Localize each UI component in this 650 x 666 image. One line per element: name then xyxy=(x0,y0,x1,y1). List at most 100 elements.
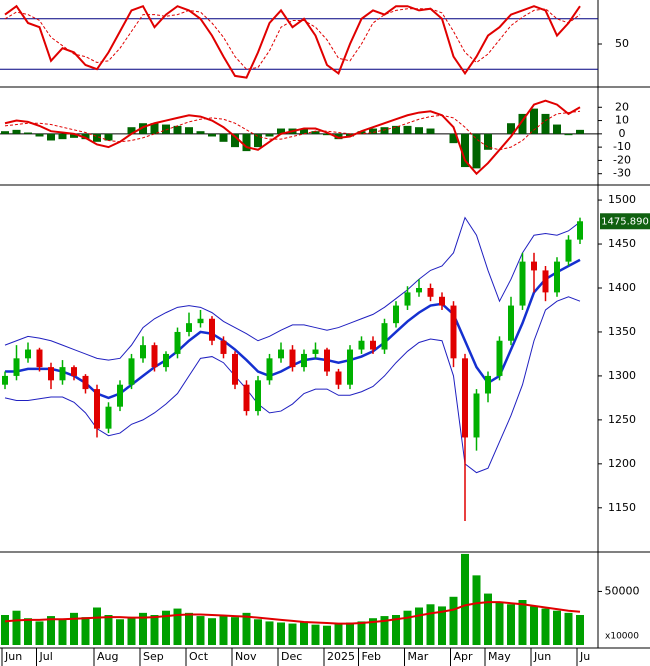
volume-bar xyxy=(47,616,55,645)
candle-body xyxy=(197,318,204,324)
macd-bar xyxy=(576,129,584,134)
candle-body xyxy=(347,349,353,385)
macd-bar xyxy=(104,133,113,141)
candle-body xyxy=(2,375,8,385)
macd-bar xyxy=(357,131,366,134)
macd-bar xyxy=(81,133,90,140)
volume-bar xyxy=(484,593,492,645)
macd-bar xyxy=(530,108,538,134)
x-tick-label: May xyxy=(488,650,511,663)
candle-body xyxy=(174,331,181,354)
y-tick-label: 1450 xyxy=(608,237,636,250)
y-tick-label: 50 xyxy=(615,37,629,50)
volume-bar xyxy=(564,612,573,645)
volume-bar xyxy=(173,608,182,645)
candle-body xyxy=(278,349,284,359)
volume-bar xyxy=(553,610,561,645)
volume-bar xyxy=(35,621,44,645)
x-tick-label: Nov xyxy=(235,650,257,663)
x-tick-label: Mar xyxy=(408,650,429,663)
macd-bar xyxy=(173,125,182,134)
volume-bar xyxy=(288,623,297,645)
macd-bar xyxy=(553,124,561,134)
volume-bar xyxy=(93,607,101,645)
volume-bar xyxy=(495,602,504,645)
volume-bar xyxy=(472,575,481,645)
volume-bar xyxy=(369,618,377,645)
x-tick-label: 2025 xyxy=(327,650,355,663)
macd-bar xyxy=(150,123,159,134)
volume-bar xyxy=(104,615,113,645)
y-tick-label: 1300 xyxy=(608,369,636,382)
y-tick-label: -30 xyxy=(613,167,631,180)
volume-bar xyxy=(277,622,285,645)
volume-bar xyxy=(518,600,527,645)
volume-bar xyxy=(81,617,90,645)
macd-line xyxy=(4,110,581,151)
candle-body xyxy=(163,353,169,368)
x-tick-label: Jun xyxy=(533,650,551,663)
volume-bar xyxy=(162,610,170,645)
x-tick-label: Oct xyxy=(189,650,209,663)
volume-bar xyxy=(300,621,308,645)
candle-body xyxy=(289,349,296,368)
macd-bar xyxy=(254,133,262,148)
candle-body xyxy=(105,406,112,429)
macd-bar xyxy=(484,133,492,150)
candle-body xyxy=(220,340,227,354)
macd-bar xyxy=(472,133,481,169)
stoch-line xyxy=(4,4,581,79)
volume-bar xyxy=(12,610,21,645)
macd-bar xyxy=(369,128,377,134)
macd-bar xyxy=(196,131,205,134)
volume-bar xyxy=(415,607,423,645)
y-tick-label: 10 xyxy=(615,114,629,127)
candle-body xyxy=(36,349,43,368)
volume-bar xyxy=(461,553,469,645)
volume-bar xyxy=(139,612,147,645)
y-tick-label: 1400 xyxy=(608,281,636,294)
candle-body xyxy=(94,389,100,429)
volume-bar xyxy=(70,612,78,645)
x-tick-label: Jun xyxy=(4,650,22,663)
candle-body xyxy=(232,353,238,385)
volume-bar xyxy=(242,612,251,645)
macd-bar xyxy=(518,113,527,134)
x-tick-label: Aug xyxy=(97,650,118,663)
y-tick-label: 20 xyxy=(615,100,629,113)
macd-bar xyxy=(231,133,239,148)
macd-line xyxy=(4,99,581,176)
volume-bar xyxy=(196,616,205,645)
macd-bar xyxy=(12,129,21,134)
macd-bar xyxy=(300,128,308,134)
candle-body xyxy=(542,270,549,293)
candle-body xyxy=(427,287,434,297)
volume-bar xyxy=(346,622,354,645)
candle-body xyxy=(531,261,537,271)
candle-body xyxy=(450,305,457,359)
macd-bar xyxy=(208,133,216,137)
volume-bar xyxy=(265,621,274,645)
candle-body xyxy=(128,358,135,385)
macd-bar xyxy=(461,133,469,168)
band-line xyxy=(4,216,581,361)
candle-body xyxy=(496,340,503,376)
macd-bar xyxy=(24,132,32,134)
macd-bar xyxy=(265,133,274,137)
volume-bar xyxy=(58,619,67,645)
band-line xyxy=(4,296,581,474)
macd-bar xyxy=(392,125,400,134)
volume-bar xyxy=(116,619,124,645)
macd-bar xyxy=(93,133,101,142)
macd-bar xyxy=(47,133,55,141)
candle-body xyxy=(243,384,250,412)
volume-bar xyxy=(323,625,331,645)
volume-bar xyxy=(438,606,446,645)
volume-bar xyxy=(541,608,550,645)
candle-body xyxy=(324,349,330,372)
y-tick-label: -10 xyxy=(613,140,631,153)
last-price-label: 1475.890 xyxy=(601,216,649,227)
macd-bar xyxy=(403,125,412,134)
macd-bar xyxy=(219,133,228,142)
macd-bar xyxy=(185,127,193,134)
